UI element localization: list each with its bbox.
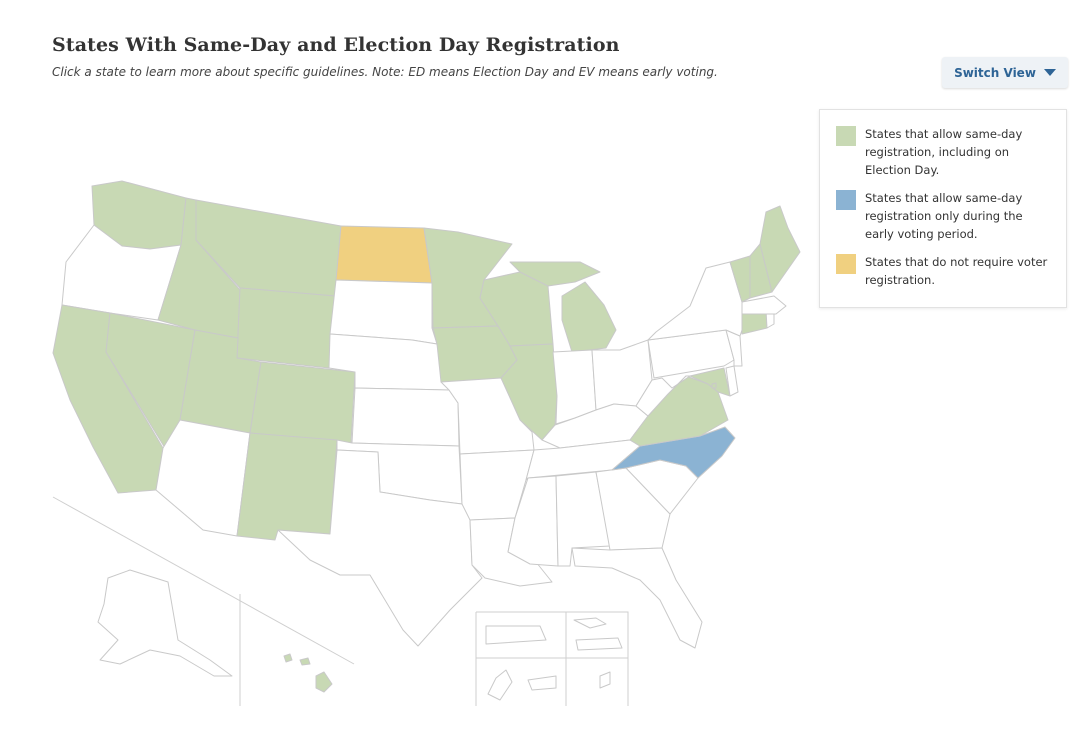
state-hi[interactable] <box>283 653 333 693</box>
state-de[interactable] <box>725 365 739 397</box>
map-legend: States that allow same-day registration,… <box>819 109 1067 308</box>
legend-swatch-election-day <box>836 126 856 146</box>
state-ks[interactable] <box>351 387 460 447</box>
territory-vi[interactable] <box>573 617 623 651</box>
state-az[interactable] <box>155 419 251 537</box>
state-co[interactable] <box>249 361 356 444</box>
caret-down-icon <box>1043 69 1056 76</box>
state-wy[interactable] <box>236 287 336 369</box>
switch-view-button[interactable]: Switch View <box>942 57 1068 88</box>
state-fl[interactable] <box>571 547 703 649</box>
state-dc[interactable] <box>711 382 717 389</box>
territories-inset-frame <box>475 611 629 706</box>
territory-as[interactable] <box>527 675 557 691</box>
state-ma[interactable] <box>741 295 787 315</box>
territory-pr[interactable] <box>485 625 547 645</box>
page-title: States With Same-Day and Election Day Re… <box>52 34 620 56</box>
page-subtitle: Click a state to learn more about specif… <box>52 65 718 79</box>
territory-gu[interactable] <box>487 669 513 701</box>
legend-item-election-day: States that allow same-day registration,… <box>836 125 1054 179</box>
legend-swatch-early-voting <box>836 190 856 210</box>
legend-label-election-day: States that allow same-day registration,… <box>865 127 1023 177</box>
state-nm[interactable] <box>236 432 338 541</box>
legend-label-early-voting: States that allow same-day registration … <box>865 191 1023 241</box>
state-me[interactable] <box>759 205 801 293</box>
legend-item-no-registration: States that do not require voter registr… <box>836 253 1054 289</box>
state-nd[interactable] <box>335 225 433 284</box>
state-md[interactable] <box>689 367 731 397</box>
legend-swatch-no-registration <box>836 254 856 274</box>
legend-label-no-registration: States that do not require voter registr… <box>865 255 1048 287</box>
state-ak[interactable] <box>97 569 233 677</box>
state-sd[interactable] <box>329 279 438 345</box>
state-mi[interactable] <box>509 261 617 353</box>
state-tx[interactable] <box>277 449 483 647</box>
switch-view-label: Switch View <box>954 65 1036 80</box>
legend-item-early-voting: States that allow same-day registration … <box>836 189 1054 243</box>
state-ny[interactable] <box>647 261 743 341</box>
alaska-inset-frame <box>52 496 355 706</box>
territory-mp[interactable] <box>599 671 611 689</box>
